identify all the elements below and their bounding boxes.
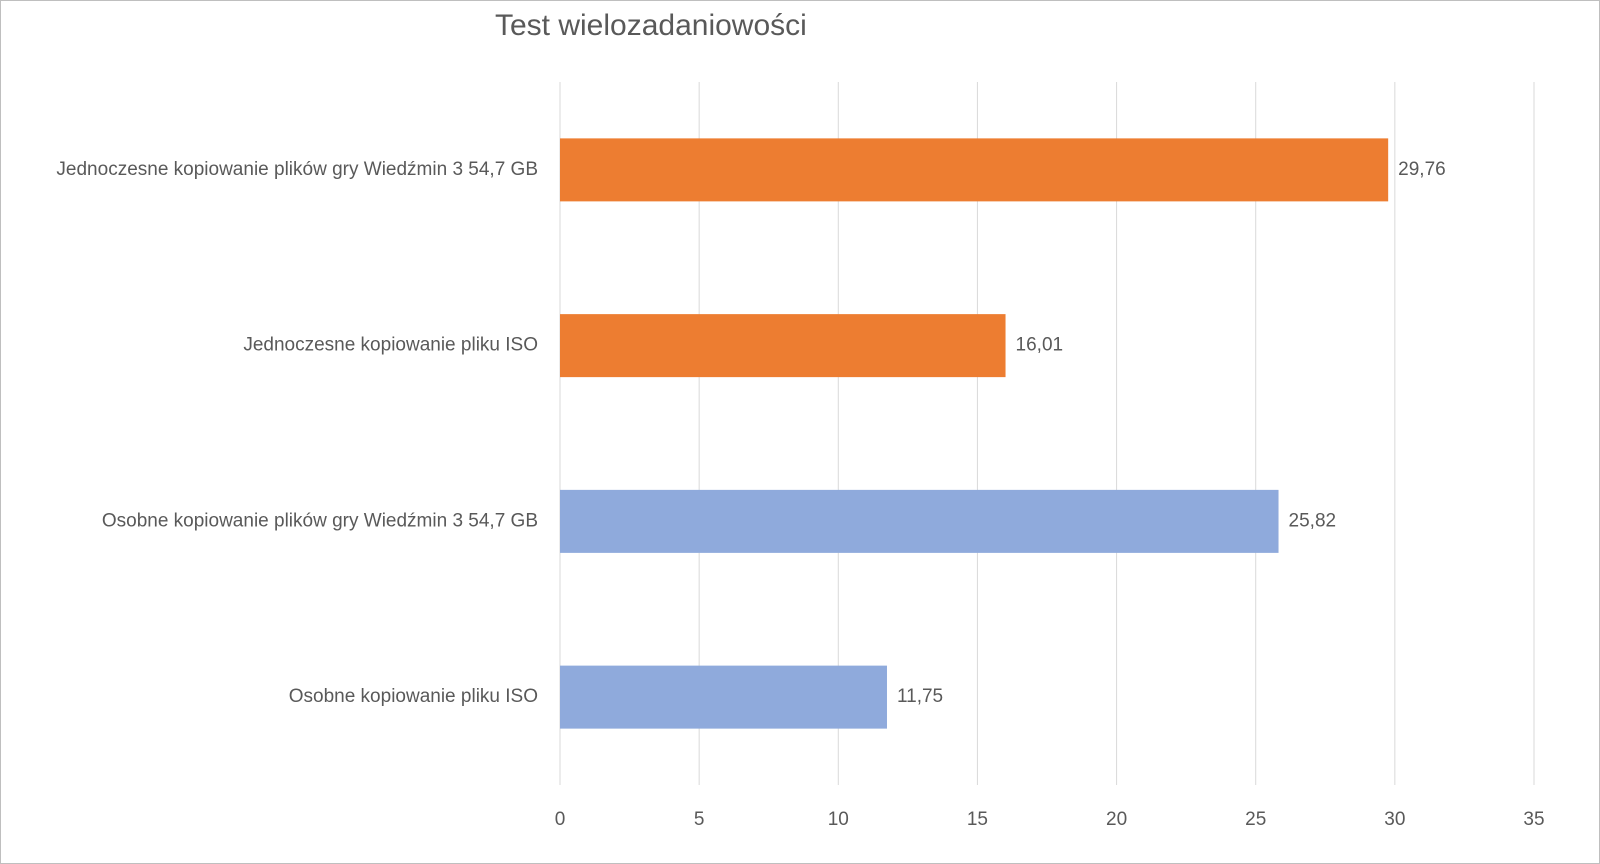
data-label: 16,01 (1016, 335, 1064, 356)
data-label: 11,75 (897, 686, 943, 707)
y-tick-label: Osobne kopiowanie pliku ISO (289, 686, 538, 707)
x-tick-label: 10 (828, 809, 849, 830)
x-tick-label: 20 (1106, 809, 1127, 830)
x-tick-label: 30 (1384, 809, 1405, 830)
data-label: 29,76 (1398, 159, 1446, 180)
x-tick-label: 35 (1523, 809, 1544, 830)
bar (560, 489, 1279, 553)
x-tick-label: 0 (555, 809, 566, 830)
x-tick-label: 25 (1245, 809, 1266, 830)
bar (560, 314, 1006, 378)
bar (560, 138, 1389, 202)
x-tick-label: 15 (967, 809, 988, 830)
chart-title: Test wielozadaniowości (495, 9, 807, 42)
data-label: 25,82 (1289, 510, 1337, 531)
x-tick-label: 5 (694, 809, 705, 830)
bar (560, 665, 887, 729)
y-tick-label: Osobne kopiowanie plików gry Wiedźmin 3 … (102, 510, 538, 531)
y-tick-label: Jednoczesne kopiowanie pliku ISO (243, 335, 538, 356)
y-tick-label: Jednoczesne kopiowanie plików gry Wiedźm… (56, 159, 538, 180)
